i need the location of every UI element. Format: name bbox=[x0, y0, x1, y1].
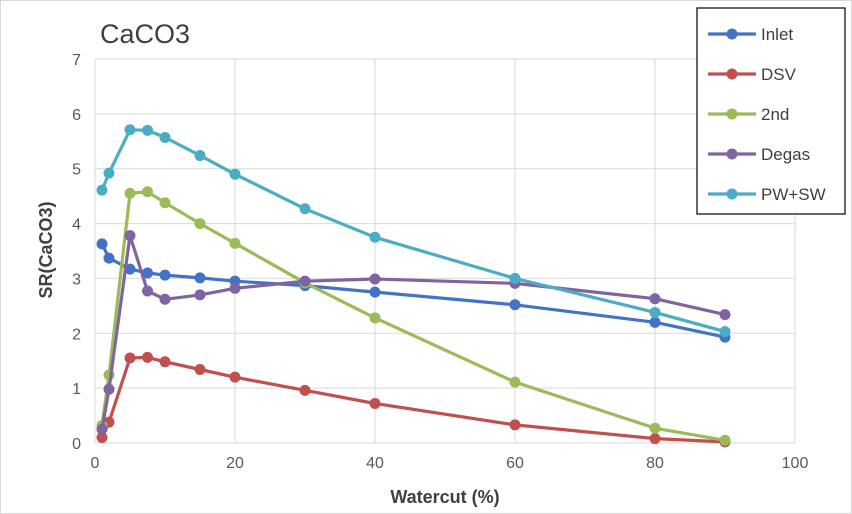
axis-ticks: 0 1 2 3 4 5 6 7 0 20 40 60 80 100 bbox=[72, 52, 808, 472]
legend-label: Degas bbox=[761, 145, 810, 164]
data-point bbox=[124, 124, 136, 136]
data-point bbox=[229, 282, 241, 294]
series-line bbox=[100, 243, 726, 339]
data-point bbox=[369, 398, 381, 410]
data-point bbox=[103, 167, 115, 179]
x-axis-label: Watercut (%) bbox=[390, 487, 499, 507]
legend-item: DSV bbox=[708, 65, 797, 84]
y-tick-label: 0 bbox=[72, 436, 81, 453]
legend-swatch-marker bbox=[726, 28, 738, 40]
legend-label: DSV bbox=[761, 65, 797, 84]
data-point bbox=[369, 273, 381, 285]
data-point bbox=[194, 363, 206, 375]
data-point bbox=[96, 238, 108, 250]
data-point bbox=[649, 422, 661, 434]
series-degas bbox=[96, 230, 731, 435]
data-point bbox=[124, 352, 136, 364]
y-tick-label: 3 bbox=[72, 271, 81, 288]
legend-swatch-marker bbox=[726, 148, 738, 160]
data-point bbox=[649, 433, 661, 445]
data-point bbox=[142, 124, 153, 136]
legend: Inlet DSV 2nd Degas PW+SW bbox=[696, 7, 846, 215]
legend-box bbox=[696, 7, 846, 215]
data-point bbox=[142, 186, 153, 198]
data-point bbox=[369, 312, 381, 324]
data-point bbox=[649, 316, 661, 328]
data-point bbox=[509, 419, 521, 431]
data-point bbox=[369, 286, 381, 298]
gridlines bbox=[94, 58, 796, 444]
data-point bbox=[649, 293, 661, 305]
y-tick-label: 7 bbox=[72, 52, 81, 69]
series-dsv bbox=[96, 351, 731, 448]
legend-label: PW+SW bbox=[761, 185, 826, 204]
data-point bbox=[719, 309, 731, 321]
legend-item: PW+SW bbox=[708, 185, 826, 204]
series-inlet bbox=[96, 238, 731, 343]
legend-item: Degas bbox=[708, 145, 810, 164]
data-point bbox=[159, 293, 171, 305]
data-point bbox=[124, 187, 136, 199]
data-point bbox=[649, 306, 661, 318]
data-point bbox=[719, 434, 731, 446]
data-point bbox=[124, 230, 136, 242]
data-point bbox=[96, 423, 108, 435]
data-point bbox=[159, 269, 171, 281]
series-2nd bbox=[96, 186, 731, 446]
chart-title: CaCO3 bbox=[100, 19, 190, 49]
legend-swatch-marker bbox=[726, 68, 738, 80]
x-tick-label: 60 bbox=[506, 455, 524, 472]
legend-label: 2nd bbox=[761, 105, 789, 124]
data-point bbox=[159, 131, 171, 143]
data-point bbox=[96, 432, 108, 444]
y-tick-label: 4 bbox=[72, 217, 81, 234]
y-tick-label: 5 bbox=[72, 162, 81, 179]
data-point bbox=[142, 285, 153, 297]
y-tick-label: 1 bbox=[72, 381, 81, 398]
data-point bbox=[159, 197, 171, 209]
data-point bbox=[509, 272, 521, 284]
x-tick-label: 0 bbox=[91, 455, 100, 472]
series-line bbox=[100, 128, 726, 334]
data-point bbox=[299, 275, 311, 287]
series-line bbox=[100, 355, 726, 444]
x-tick-label: 80 bbox=[646, 455, 664, 472]
legend-label: Inlet bbox=[761, 25, 793, 44]
x-tick-label: 40 bbox=[366, 455, 384, 472]
data-point bbox=[509, 376, 521, 388]
series-line bbox=[100, 234, 726, 430]
data-point bbox=[299, 203, 311, 215]
data-point bbox=[194, 150, 206, 162]
data-point bbox=[194, 272, 206, 284]
series-pw-sw bbox=[96, 124, 731, 338]
data-point bbox=[719, 326, 731, 338]
x-tick-label: 20 bbox=[226, 455, 244, 472]
y-tick-label: 2 bbox=[72, 326, 81, 343]
y-tick-label: 6 bbox=[72, 107, 81, 124]
data-point bbox=[194, 218, 206, 230]
data-point bbox=[229, 237, 241, 249]
data-point bbox=[369, 231, 381, 243]
data-point bbox=[142, 351, 153, 363]
legend-swatch-marker bbox=[726, 108, 738, 120]
legend-item: 2nd bbox=[708, 105, 789, 124]
series-line bbox=[100, 190, 726, 442]
data-point bbox=[229, 168, 241, 180]
data-point bbox=[96, 184, 108, 196]
x-tick-label: 100 bbox=[782, 455, 809, 472]
data-point bbox=[229, 371, 241, 383]
data-point bbox=[103, 383, 115, 395]
data-point bbox=[103, 252, 115, 264]
series-layer bbox=[96, 124, 731, 448]
data-point bbox=[194, 289, 206, 301]
y-axis-label: SR(CaCO3) bbox=[36, 201, 56, 298]
data-point bbox=[142, 267, 153, 279]
data-point bbox=[299, 384, 311, 396]
data-point bbox=[509, 299, 521, 311]
legend-item: Inlet bbox=[708, 25, 793, 44]
legend-swatch-marker bbox=[726, 188, 738, 200]
data-point bbox=[159, 356, 171, 368]
legend-items: Inlet DSV 2nd Degas PW+SW bbox=[708, 25, 826, 204]
